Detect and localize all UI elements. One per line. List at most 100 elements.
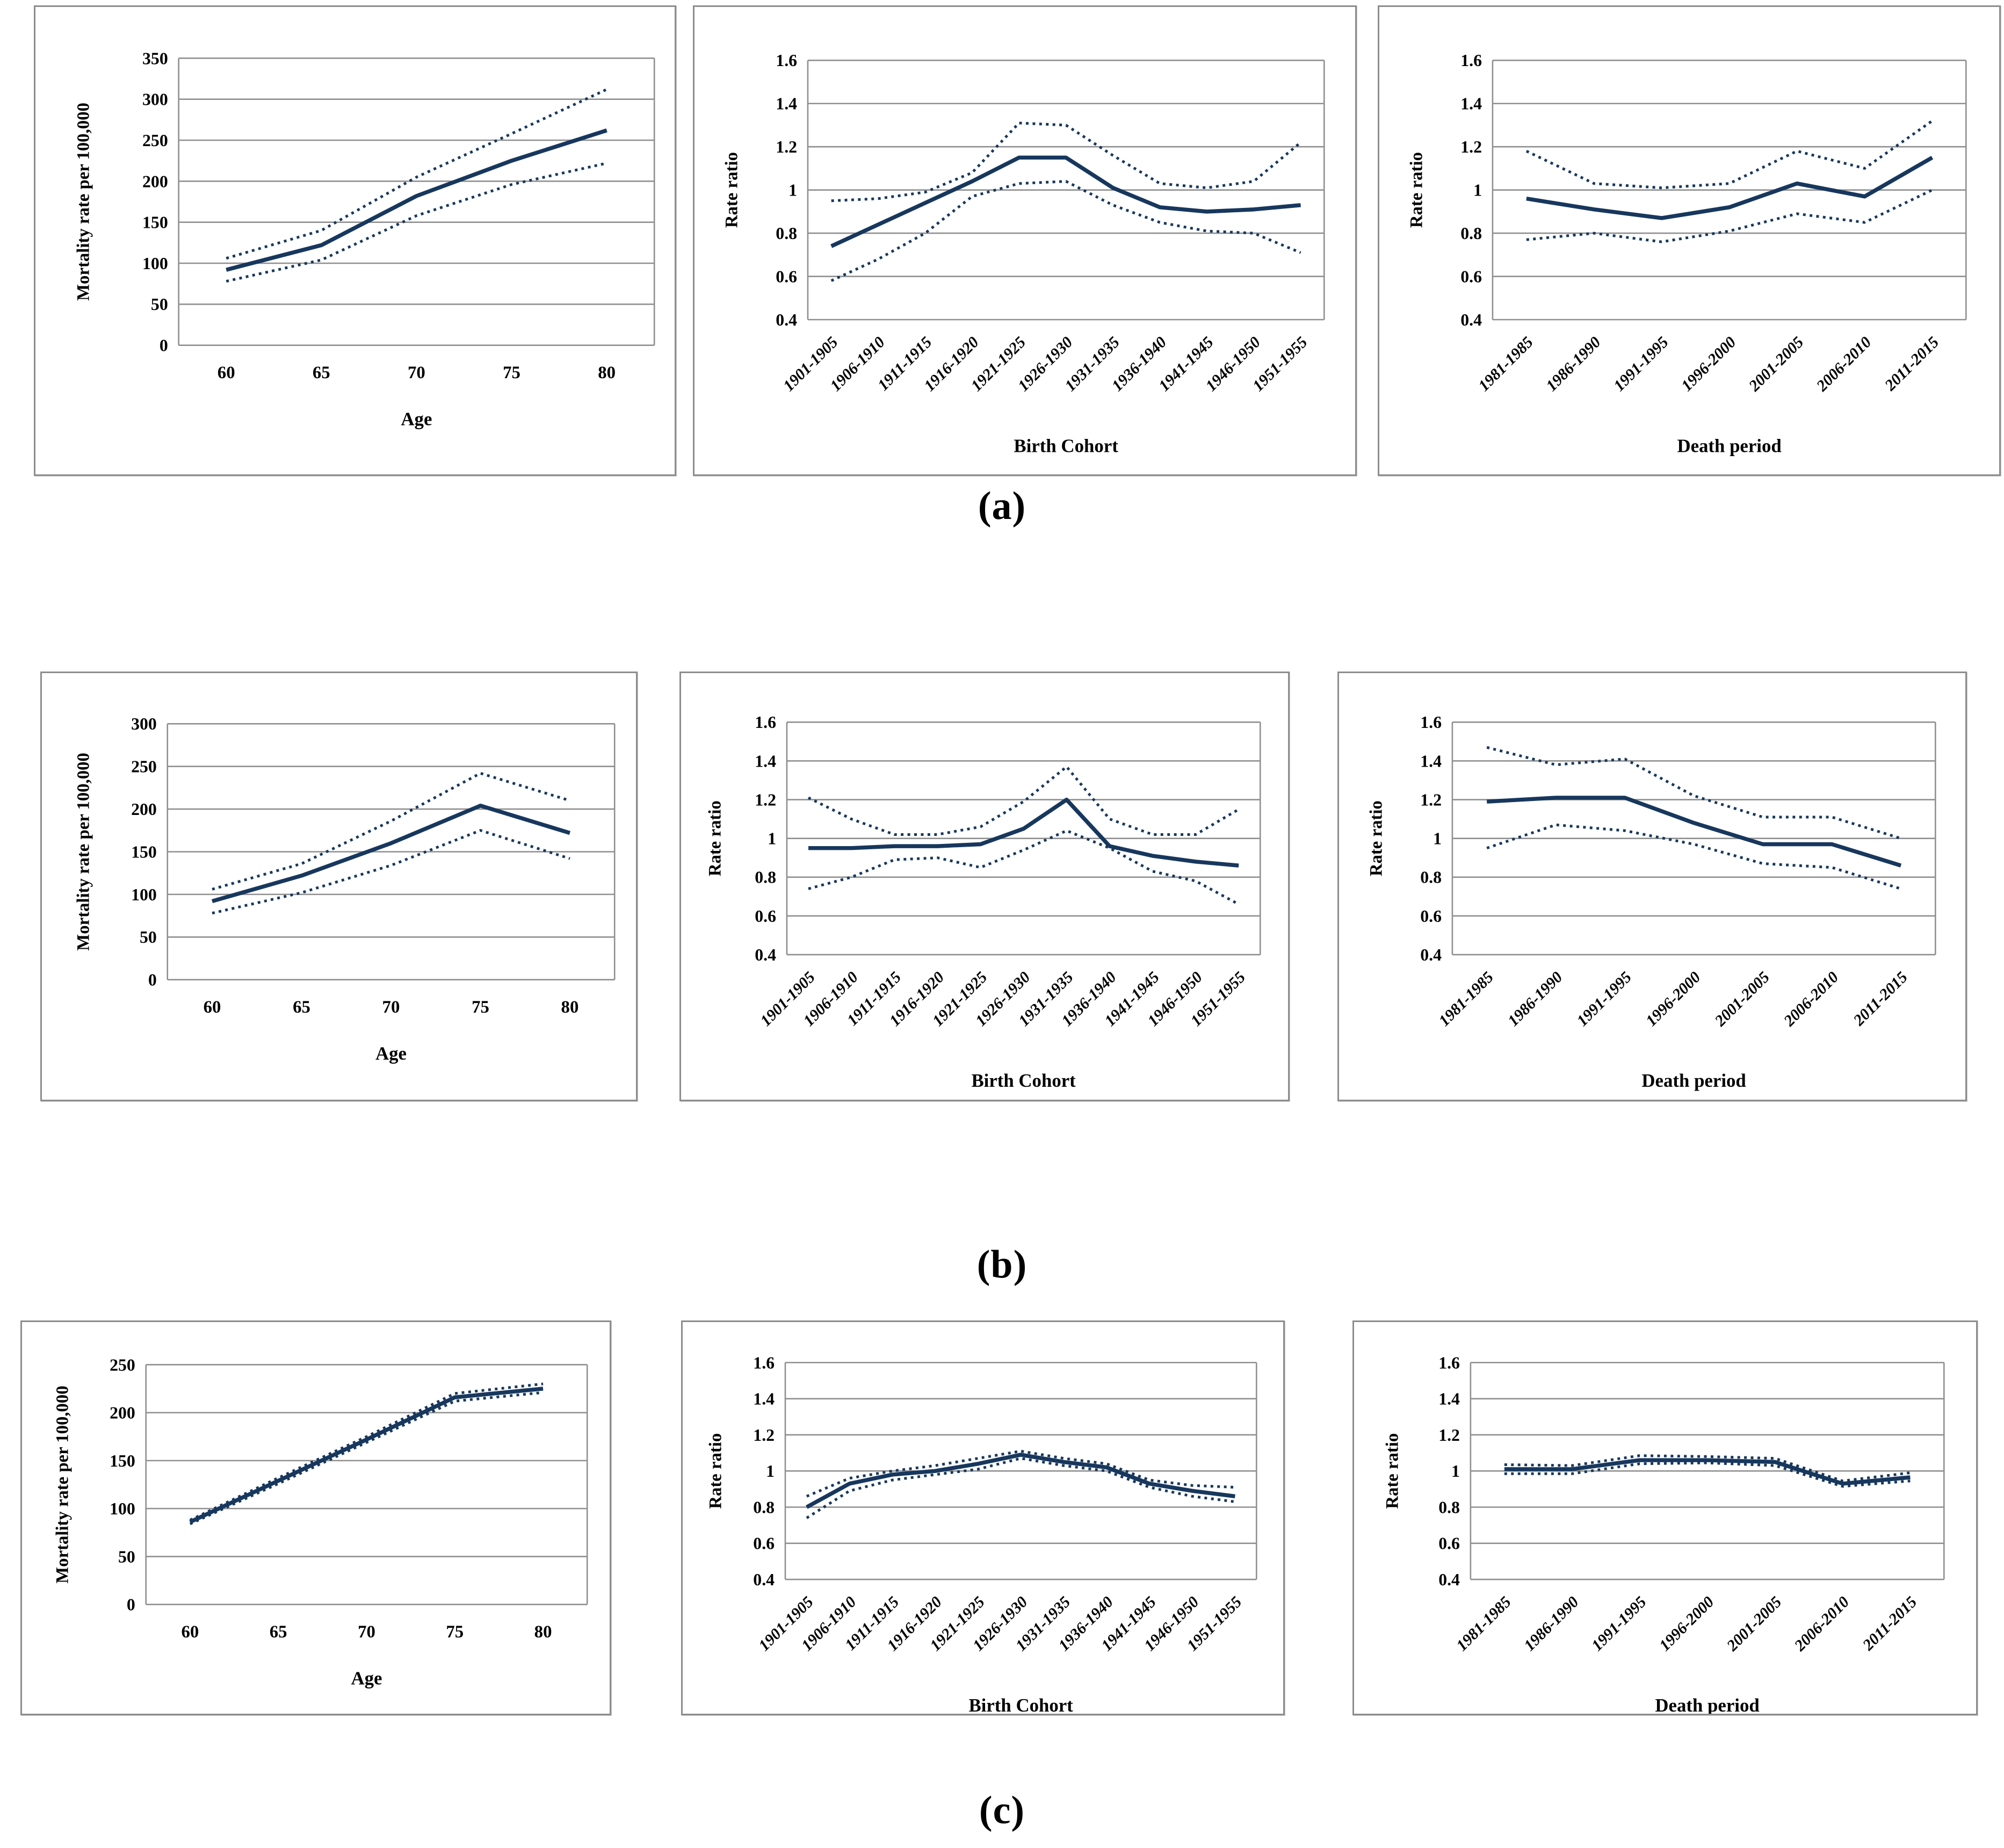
chart-panel-a-age: 0 50 100 150 200 250 300 350 60 65 70 75 80 Mortality… <box>34 5 676 476</box>
svg-text:1.4: 1.4 <box>776 95 797 113</box>
svg-text:Rate ratio: Rate ratio <box>1407 152 1427 228</box>
svg-text:1.4: 1.4 <box>1438 1390 1460 1409</box>
svg-text:1.4: 1.4 <box>1460 95 1482 113</box>
svg-text:250: 250 <box>110 1355 135 1374</box>
svg-text:0.4: 0.4 <box>776 311 797 329</box>
svg-text:0.4: 0.4 <box>1420 945 1442 964</box>
svg-text:300: 300 <box>131 714 157 733</box>
svg-text:80: 80 <box>561 998 579 1017</box>
svg-text:150: 150 <box>131 842 157 861</box>
chart-panel-c-death-period: 0.4 0.6 0.8 1 1.2 1.4 1.6 1981-1985 1986-1990 199… <box>1352 1320 1978 1715</box>
svg-text:0.6: 0.6 <box>755 907 776 926</box>
svg-text:1: 1 <box>788 181 797 200</box>
svg-text:Death period: Death period <box>1641 1070 1746 1091</box>
svg-text:70: 70 <box>408 363 425 382</box>
figure-row-label-c: (c) <box>979 1788 1025 1832</box>
svg-text:150: 150 <box>142 213 168 232</box>
svg-text:0.6: 0.6 <box>1460 267 1482 286</box>
svg-text:0.8: 0.8 <box>1420 868 1442 887</box>
svg-text:2006-2010: 2006-2010 <box>1813 333 1875 395</box>
svg-text:Rate ratio: Rate ratio <box>1367 800 1386 876</box>
svg-text:Birth Cohort: Birth Cohort <box>1014 435 1118 456</box>
figure-row-label-a: (a) <box>978 484 1026 528</box>
figure-row-label-b: (b) <box>976 1243 1028 1287</box>
svg-text:70: 70 <box>382 998 400 1017</box>
svg-text:1.6: 1.6 <box>1460 51 1482 70</box>
svg-text:100: 100 <box>131 885 157 904</box>
svg-text:1.4: 1.4 <box>753 1390 775 1409</box>
svg-text:Rate ratio: Rate ratio <box>706 800 725 876</box>
svg-text:0.6: 0.6 <box>776 267 797 286</box>
svg-text:1996-2000: 1996-2000 <box>1656 1593 1718 1655</box>
svg-text:0.4: 0.4 <box>755 945 776 964</box>
svg-text:0.8: 0.8 <box>755 868 776 887</box>
svg-text:65: 65 <box>270 1622 287 1642</box>
svg-text:200: 200 <box>131 800 157 819</box>
svg-text:0.6: 0.6 <box>753 1534 775 1553</box>
svg-text:Rate ratio: Rate ratio <box>1383 1433 1402 1509</box>
chart-panel-c-birth-cohort: 0.4 0.6 0.8 1 1.2 1.4 1.6 1901-1905 1906-1910 191… <box>681 1320 1285 1715</box>
svg-text:2006-2010: 2006-2010 <box>1791 1593 1853 1655</box>
svg-text:200: 200 <box>142 172 168 191</box>
svg-text:80: 80 <box>598 363 616 382</box>
svg-text:1.6: 1.6 <box>776 51 797 70</box>
svg-text:Age: Age <box>375 1043 407 1064</box>
svg-text:Mortality rate per 100,000: Mortality rate per 100,000 <box>53 1385 72 1583</box>
svg-text:Mortality rate per 100,000: Mortality rate per 100,000 <box>74 753 93 950</box>
svg-text:Mortality rate per 100,000: Mortality rate per 100,000 <box>74 103 93 301</box>
svg-text:60: 60 <box>218 363 235 382</box>
chart-panel-a-death-period: 0.4 0.6 0.8 1 1.2 1.4 1.6 1981-1985 1986-1990 199… <box>1378 5 2001 476</box>
svg-text:Age: Age <box>351 1667 382 1688</box>
svg-text:1.2: 1.2 <box>755 791 776 810</box>
svg-text:1.4: 1.4 <box>1420 752 1442 770</box>
svg-text:1996-2000: 1996-2000 <box>1643 968 1704 1030</box>
svg-text:2011-2015: 2011-2015 <box>1859 1593 1920 1654</box>
svg-text:2001-2005: 2001-2005 <box>1745 333 1807 395</box>
svg-text:70: 70 <box>358 1622 375 1642</box>
svg-text:Death period: Death period <box>1677 435 1781 456</box>
svg-text:1: 1 <box>1433 829 1442 848</box>
svg-text:1.2: 1.2 <box>776 138 797 156</box>
svg-text:2011-2015: 2011-2015 <box>1850 968 1911 1029</box>
svg-text:350: 350 <box>142 49 168 68</box>
svg-text:1981-1985: 1981-1985 <box>1453 1593 1515 1655</box>
svg-text:60: 60 <box>204 998 221 1017</box>
svg-text:65: 65 <box>293 998 310 1017</box>
svg-text:1.4: 1.4 <box>755 752 776 770</box>
svg-text:1991-1995: 1991-1995 <box>1588 1593 1650 1655</box>
svg-text:200: 200 <box>110 1404 135 1423</box>
chart-panel-b-birth-cohort: 0.4 0.6 0.8 1 1.2 1.4 1.6 1901-1905 1906-1910 191… <box>679 672 1290 1101</box>
svg-text:0.8: 0.8 <box>1438 1498 1460 1517</box>
svg-text:1.2: 1.2 <box>1460 138 1482 156</box>
svg-text:0.6: 0.6 <box>1438 1534 1460 1553</box>
svg-text:1.2: 1.2 <box>753 1426 775 1445</box>
svg-text:75: 75 <box>446 1622 464 1642</box>
svg-text:Rate ratio: Rate ratio <box>706 1433 726 1509</box>
chart-panel-b-death-period: 0.4 0.6 0.8 1 1.2 1.4 1.6 1981-1985 1986-1990 199… <box>1337 672 1967 1101</box>
svg-text:0.6: 0.6 <box>1420 907 1442 926</box>
svg-text:0.8: 0.8 <box>1460 224 1482 243</box>
svg-text:2011-2015: 2011-2015 <box>1881 333 1942 394</box>
svg-text:1981-1985: 1981-1985 <box>1475 333 1537 395</box>
svg-text:60: 60 <box>181 1622 199 1642</box>
svg-text:0.4: 0.4 <box>1438 1570 1460 1589</box>
svg-text:Birth Cohort: Birth Cohort <box>971 1070 1076 1091</box>
svg-text:150: 150 <box>110 1452 135 1470</box>
svg-text:2001-2005: 2001-2005 <box>1723 1593 1785 1655</box>
svg-text:80: 80 <box>534 1622 552 1642</box>
line-chart-b-birth-cohort-rate-ratio: 0.40.60.811.21.41.61901-19051906-1910191… <box>706 713 1261 1091</box>
line-chart-c-age-mortality: 0 50 100 150 200 250 60 65 70 75 80 Mortality rate … <box>53 1355 588 1688</box>
svg-text:1.2: 1.2 <box>1420 791 1442 810</box>
svg-text:2006-2010: 2006-2010 <box>1780 968 1842 1030</box>
chart-panel-a-birth-cohort: 0.4 0.6 0.8 1 1.2 1.4 1.6 1901-1905 1906-1910 191… <box>693 5 1357 476</box>
svg-text:1.6: 1.6 <box>1420 713 1442 732</box>
svg-text:1991-1995: 1991-1995 <box>1610 333 1672 395</box>
svg-text:1: 1 <box>768 829 776 848</box>
svg-text:75: 75 <box>503 363 520 382</box>
svg-text:Rate ratio: Rate ratio <box>722 152 742 228</box>
svg-text:1981-1985: 1981-1985 <box>1435 968 1497 1030</box>
svg-text:Age: Age <box>401 409 432 430</box>
